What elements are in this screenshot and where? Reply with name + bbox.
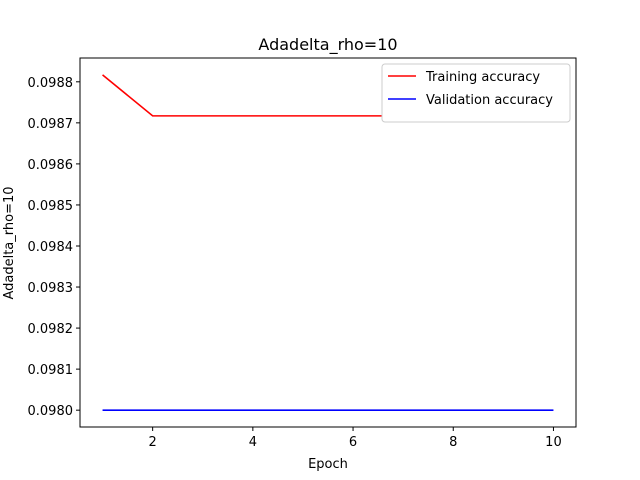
y-tick-label: 0.0987: [28, 117, 74, 132]
x-tick-label: 6: [349, 435, 357, 450]
legend-label-1: Training accuracy: [425, 70, 540, 85]
plot-frame: [79, 57, 577, 428]
x-axis-title: Epoch: [308, 457, 348, 472]
y-tick-label: 0.0985: [28, 199, 74, 214]
x-tick-label: 2: [149, 435, 157, 450]
chart-title: Adadelta_rho=10: [258, 35, 397, 55]
y-tick-label: 0.0983: [28, 281, 74, 296]
x-tick-label: 4: [249, 435, 257, 450]
legend: Training accuracy Validation accuracy: [381, 63, 571, 123]
legend-box: [381, 63, 571, 123]
plot-area: 2 4 6 8 10 0.0980 0.0981 0.0982 0.0983 0.0984 0.09…: [28, 57, 577, 450]
y-tick-label: 0.0988: [28, 76, 74, 91]
y-axis-title: Adadelta_rho=10: [2, 186, 17, 299]
x-tick-label: 8: [449, 435, 457, 450]
y-tick-label: 0.0986: [28, 158, 74, 173]
legend-label-2: Validation accuracy: [426, 93, 553, 108]
y-tick-label: 0.0984: [28, 240, 74, 255]
x-tick-label: 10: [545, 435, 562, 450]
y-tick-label: 0.0982: [28, 322, 74, 337]
y-tick-label: 0.0981: [28, 363, 74, 378]
y-tick-label: 0.0980: [28, 404, 74, 419]
